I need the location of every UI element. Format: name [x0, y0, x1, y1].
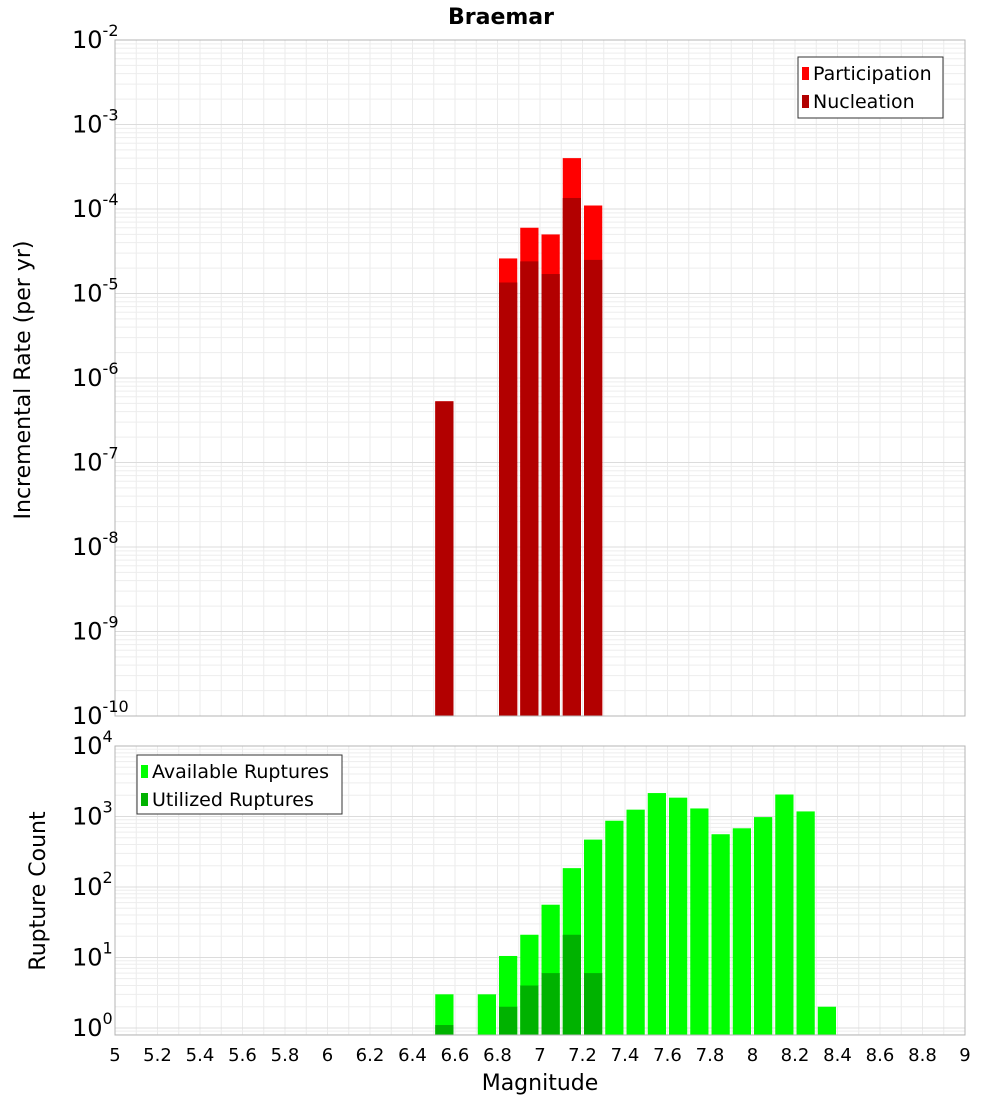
count-bar-primary	[711, 834, 730, 1035]
count-plot-border	[114, 745, 966, 1036]
panel-rate: 10-10 10-9 10-8 10-7 10-6 10-5 10-4 10-3 10-2 Par…	[72, 21, 966, 730]
count-bar-primary	[669, 797, 688, 1035]
rate-legend-label: Nucleation	[813, 91, 915, 113]
rate-bar-secondary	[435, 401, 454, 716]
rate-legend-swatch	[802, 67, 809, 80]
x-tick-label: 6.4	[398, 1045, 427, 1066]
x-tick-label: 7.6	[653, 1045, 682, 1066]
count-grid	[114, 746, 966, 1036]
count-bar-primary	[732, 828, 751, 1035]
count-bar-primary	[796, 811, 815, 1035]
rate-plot-border	[114, 39, 966, 717]
count-y-ticks: 100 101 102 103 104	[72, 727, 113, 1042]
x-tick-label: 8	[747, 1045, 758, 1066]
rate-bars	[435, 158, 603, 717]
count-bar-primary	[754, 817, 773, 1035]
x-tick-label: 5.8	[271, 1045, 300, 1066]
rate-y-tick-label: 10-8	[72, 528, 119, 561]
x-tick-label: 9	[959, 1045, 970, 1066]
rate-legend: Participation Nucleation	[797, 56, 944, 119]
count-y-axis-label: Rupture Count	[26, 811, 51, 971]
count-bar-primary	[817, 1006, 836, 1035]
rate-y-tick-label: 10-2	[72, 21, 119, 54]
count-y-tick-label: 100	[72, 1009, 113, 1042]
rate-legend-swatch	[802, 95, 809, 108]
x-tick-label: 6	[322, 1045, 333, 1066]
rate-series-1	[435, 197, 603, 716]
x-tick-label: 8.6	[866, 1045, 895, 1066]
count-bar-secondary	[520, 985, 539, 1035]
x-tick-label: 6.8	[483, 1045, 512, 1066]
count-bar-primary	[626, 809, 645, 1035]
count-bar-primary	[605, 820, 624, 1035]
rate-legend-box	[797, 56, 944, 119]
x-tick-label: 5.6	[228, 1045, 257, 1066]
rate-bar-secondary	[541, 274, 560, 716]
rate-y-tick-label: 10-6	[72, 359, 119, 392]
rate-y-tick-label: 10-9	[72, 613, 119, 646]
count-bar-primary	[690, 808, 709, 1035]
x-tick-label: 8.2	[781, 1045, 810, 1066]
chart-title: Braemar	[448, 5, 554, 30]
x-tick-label: 8.4	[823, 1045, 852, 1066]
rate-bar-secondary	[562, 197, 581, 716]
count-bars	[435, 793, 836, 1035]
rate-y-tick-label: 10-3	[72, 106, 119, 139]
x-tick-label: 7	[534, 1045, 545, 1066]
count-y-tick-label: 104	[72, 727, 113, 760]
rate-y-tick-label: 10-4	[72, 190, 119, 223]
x-axis-label: Magnitude	[482, 1071, 599, 1096]
x-tick-label: 8.8	[908, 1045, 937, 1066]
rate-y-tick-label: 10-7	[72, 444, 119, 477]
rate-bar-secondary	[584, 259, 603, 716]
count-legend-label: Available Ruptures	[152, 761, 329, 783]
count-bar-secondary	[562, 934, 581, 1035]
count-series-1	[435, 934, 603, 1035]
x-tick-label: 7.2	[568, 1045, 597, 1066]
panel-count: 100 101 102 103 104 Available Ruptures Utilize…	[72, 727, 966, 1042]
x-ticks: 5 5.2 5.4 5.6 5.8 6 6.2 6.4 6.6 6.8 7 7.2 7.4 7.6 7.8 8…	[109, 1045, 970, 1066]
rate-bar-secondary	[499, 282, 518, 716]
rate-y-tick-label: 10-10	[72, 697, 129, 730]
rate-y-tick-label: 10-5	[72, 275, 119, 308]
x-tick-label: 7.8	[696, 1045, 725, 1066]
rate-y-ticks: 10-10 10-9 10-8 10-7 10-6 10-5 10-4 10-3 10-2	[72, 21, 129, 730]
x-tick-label: 5.4	[186, 1045, 215, 1066]
rate-y-axis-label: Incremental Rate (per yr)	[11, 241, 36, 520]
count-y-tick-label: 103	[72, 797, 113, 830]
count-bar-primary	[477, 994, 496, 1035]
x-tick-label: 5	[109, 1045, 120, 1066]
count-legend: Available Ruptures Utilized Ruptures	[136, 754, 343, 815]
count-legend-label: Utilized Ruptures	[152, 789, 314, 811]
x-tick-label: 5.2	[143, 1045, 172, 1066]
count-bar-secondary	[541, 973, 560, 1035]
count-bar-secondary	[499, 1006, 518, 1035]
x-tick-label: 6.6	[441, 1045, 470, 1066]
x-tick-label: 7.4	[611, 1045, 640, 1066]
count-bar-primary	[435, 994, 454, 1035]
count-bar-primary	[647, 793, 666, 1035]
count-y-tick-label: 101	[72, 938, 113, 971]
x-tick-label: 6.2	[356, 1045, 385, 1066]
rate-bar-secondary	[520, 261, 539, 716]
count-bar-secondary	[435, 1025, 454, 1035]
count-bar-secondary	[584, 973, 603, 1035]
count-legend-box	[136, 754, 343, 815]
count-bar-primary	[775, 794, 794, 1035]
count-legend-swatch	[141, 793, 148, 806]
rate-grid	[114, 40, 966, 717]
rate-legend-label: Participation	[813, 63, 932, 85]
count-y-tick-label: 102	[72, 868, 113, 901]
count-legend-swatch	[141, 765, 148, 778]
